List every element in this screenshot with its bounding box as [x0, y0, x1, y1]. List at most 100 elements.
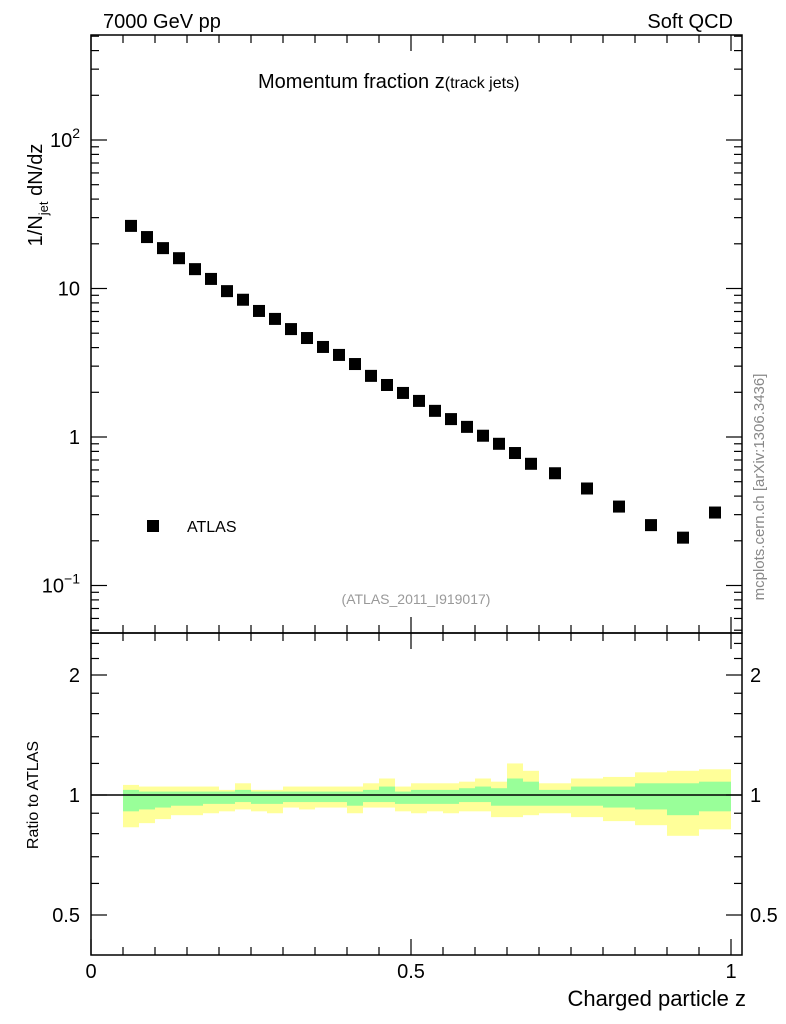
ratio-tick-label-left: 2 [69, 665, 80, 687]
data-point [253, 304, 265, 317]
header-left: 7000 GeV pp [103, 11, 221, 33]
y-tick-label-base: 1 [69, 427, 80, 449]
ratio-stat-band [363, 789, 379, 803]
data-point [157, 242, 169, 255]
data-point [709, 506, 721, 519]
x-tick-label: 0 [85, 961, 96, 983]
ratio-stat-band [219, 791, 235, 804]
analysis-id: (ATLAS_2011_I919017) [342, 591, 491, 607]
y-tick-label: 10−1 [42, 571, 80, 598]
ratio-tick-label-right: 0.5 [750, 905, 778, 927]
ratio-stat-band [507, 778, 523, 806]
data-point [317, 340, 329, 353]
ratio-stat-band [523, 781, 539, 806]
y-tick-label: 102 [50, 125, 80, 152]
ratio-stat-band [603, 786, 635, 808]
axis-ticks [90, 35, 742, 955]
data-point [173, 252, 185, 265]
ratio-stat-band [347, 791, 363, 806]
ratio-stat-band [539, 789, 571, 806]
data-point [349, 358, 361, 371]
data-point [221, 285, 233, 298]
data-point [237, 293, 249, 306]
watermark: mcplots.cern.ch [arXiv:1306.3436] [751, 374, 768, 601]
ratio-stat-band [139, 791, 155, 810]
ratio-stat-band [571, 786, 603, 806]
ratio-stat-band [283, 791, 299, 803]
y-tick-label-exponent: −1 [64, 571, 80, 587]
y-tick-label-base: 10 [50, 130, 72, 152]
ratio-stat-band [395, 791, 411, 804]
y-tick-label-base: 10 [42, 576, 64, 598]
ratio-stat-band [171, 791, 187, 806]
data-point [581, 482, 593, 495]
data-point [333, 348, 345, 361]
x-axis-label: Charged particle z [567, 986, 746, 1011]
data-point [493, 437, 505, 450]
x-tick-label: 0.5 [397, 961, 425, 983]
data-point [269, 312, 281, 325]
ratio-plot-frame [90, 632, 743, 956]
ratio-stat-band [123, 789, 139, 812]
data-point [549, 467, 561, 480]
data-point [477, 429, 489, 442]
data-point [189, 263, 201, 276]
ratio-stat-band [491, 788, 507, 806]
legend-marker [147, 520, 159, 532]
y-tick-label-base: 10 [58, 279, 80, 301]
data-points [125, 219, 721, 544]
ratio-stat-band [427, 789, 443, 804]
ratio-stat-band [635, 783, 667, 810]
data-point [461, 420, 473, 433]
ratio-uncertainty-bands [123, 763, 731, 836]
data-point [205, 272, 217, 285]
ratio-tick-label-left: 1 [69, 785, 80, 807]
ratio-stat-band [187, 791, 203, 806]
data-point [445, 413, 457, 426]
ratio-stat-band [235, 789, 251, 803]
data-point [413, 394, 425, 407]
x-tick-label: 1 [725, 961, 736, 983]
ratio-tick-label-left: 0.5 [52, 905, 80, 927]
data-point [285, 323, 297, 336]
plot-title-main: Momentum fraction z [258, 71, 445, 93]
data-point [509, 447, 521, 460]
ratio-tick-label-right: 1 [750, 785, 761, 807]
y-tick-label-exponent: 2 [72, 125, 80, 141]
data-point [613, 500, 625, 513]
ratio-stat-band [203, 791, 219, 804]
legend-label: ATLAS [187, 519, 237, 536]
y-tick-label: 10 [58, 279, 80, 301]
ratio-stat-band [411, 789, 427, 804]
data-point [365, 369, 377, 382]
plot-title-sub: (track jets) [445, 75, 520, 92]
data-point [125, 219, 137, 232]
data-point [381, 378, 393, 391]
y-axis-label-post: dN/dz [25, 144, 47, 202]
y-axis-label: 1/Njet dN/dz [25, 144, 51, 247]
ratio-stat-band [331, 791, 347, 803]
header-right: Soft QCD [647, 11, 733, 33]
plot-title: Momentum fraction z(track jets) [258, 71, 519, 93]
ratio-y-axis-label: Ratio to ATLAS [25, 741, 42, 849]
main-plot-frame [90, 34, 743, 634]
ratio-stat-band [443, 789, 459, 804]
data-point [645, 519, 657, 532]
ratio-tick-label-right: 2 [750, 665, 761, 687]
ratio-stat-band [299, 791, 315, 803]
ratio-stat-band [267, 791, 283, 804]
data-point [397, 386, 409, 399]
ratio-stat-band [315, 791, 331, 803]
ratio-stat-band [251, 791, 267, 804]
y-axis-label-pre: 1/N [25, 215, 47, 246]
data-point [525, 457, 537, 470]
y-tick-label: 1 [69, 427, 80, 449]
data-point [141, 231, 153, 244]
y-axis-label-sub: jet [36, 201, 51, 216]
ratio-stat-band [667, 783, 699, 816]
ratio-stat-band [155, 791, 171, 808]
ratio-stat-band [699, 781, 731, 812]
data-point [429, 404, 441, 417]
